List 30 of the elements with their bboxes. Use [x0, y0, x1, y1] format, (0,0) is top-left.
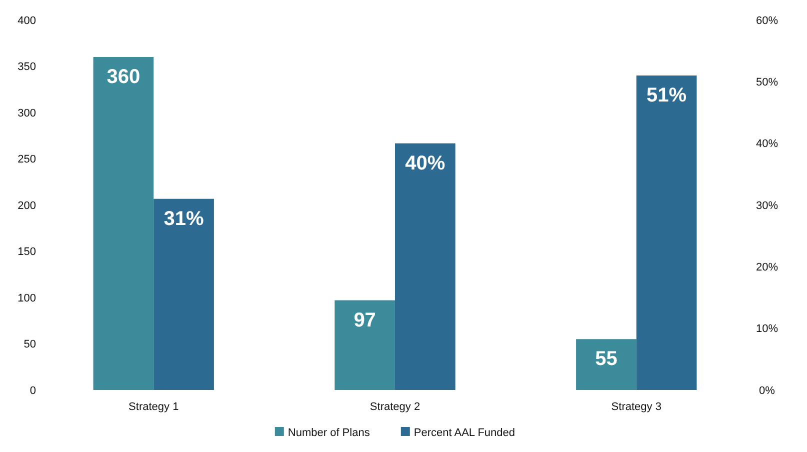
data-label: 360	[106, 66, 140, 88]
data-label: 55	[595, 348, 618, 370]
x-tick-label: Strategy 1	[128, 401, 179, 413]
data-label: 97	[354, 309, 376, 332]
y-tick-label: 150	[18, 246, 36, 258]
data-label: 51%	[646, 84, 687, 106]
y-tick-label: 250	[18, 154, 36, 166]
x-tick-label: Strategy 3	[611, 401, 662, 413]
data-label: 31%	[164, 208, 204, 230]
y-tick-label: 350	[18, 61, 36, 74]
y2-tick-label: 60%	[756, 14, 778, 27]
y-tick-label: 100	[18, 292, 36, 304]
data-label: 40%	[405, 152, 446, 174]
y2-tick-label: 40%	[756, 138, 778, 150]
bar	[576, 339, 636, 390]
legend-label: Number of Plans	[288, 426, 370, 439]
y-tick-label: 0	[30, 384, 36, 397]
bar	[395, 143, 456, 390]
y2-tick-label: 30%	[756, 200, 778, 212]
y2-tick-label: 20%	[756, 262, 778, 274]
y2-tick-label: 0%	[759, 384, 776, 397]
bar	[636, 76, 697, 390]
legend-label: Percent AAL Funded	[414, 426, 516, 439]
y2-tick-label: 10%	[756, 323, 778, 336]
y2-tick-label: 50%	[756, 76, 778, 89]
x-tick-label: Strategy 2	[370, 401, 420, 413]
y-tick-label: 200	[18, 200, 36, 212]
y-tick-label: 400	[18, 14, 36, 27]
y-tick-label: 50	[24, 338, 36, 351]
y-tick-label: 300	[18, 107, 36, 120]
